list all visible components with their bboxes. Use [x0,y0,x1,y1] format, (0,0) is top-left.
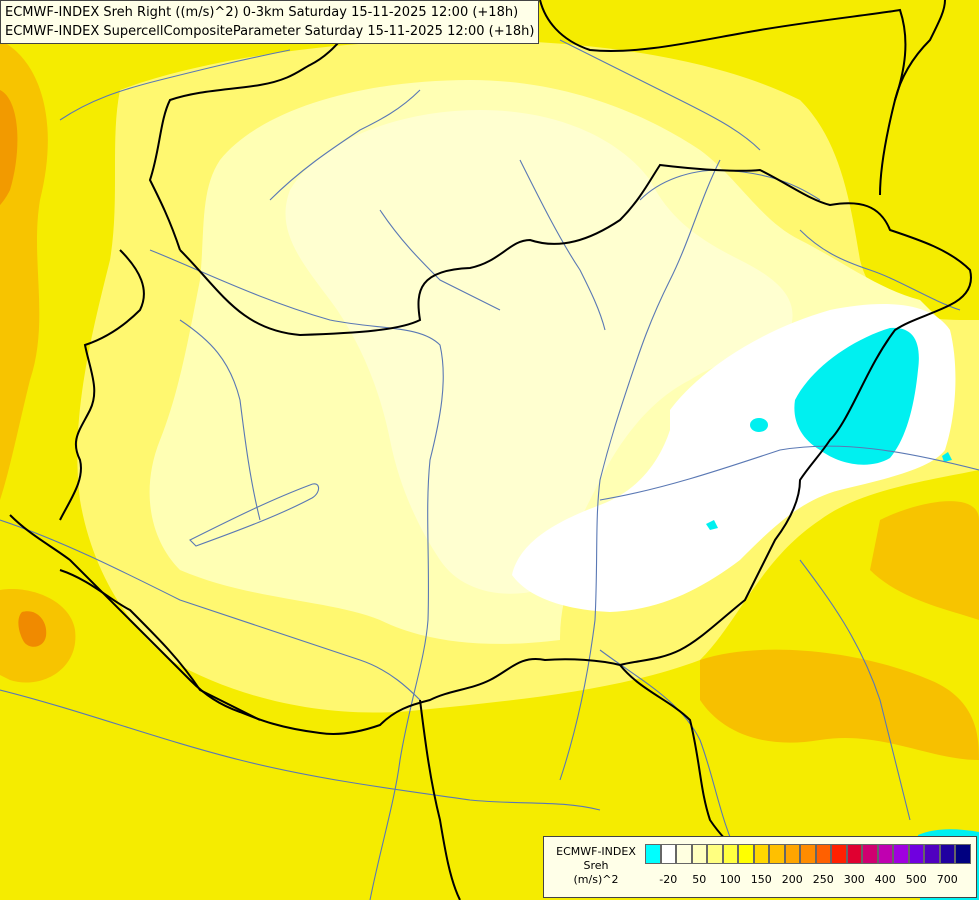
title-line-sreh: ECMWF-INDEX Sreh Right ((m/s)^2) 0-3km S… [5,5,519,20]
river-south-2 [799,559,911,821]
legend-swatch [707,844,723,864]
river-north-1 [269,89,421,201]
border-serbia [419,699,461,900]
legend-swatch [924,844,940,864]
legend-swatch [645,844,661,864]
legend-tick-label: 700 [936,873,958,886]
legend-swatch [831,844,847,864]
legend-tick-label: 300 [843,873,865,886]
river-tisza [559,159,721,781]
legend-tick-label: 50 [692,873,707,886]
river-north-3 [379,209,501,311]
legend-swatch [784,844,800,864]
legend-title-source: ECMWF-INDEX [556,845,636,858]
river-south-1 [599,649,741,861]
legend-swatch [676,844,692,864]
legend-swatch [691,844,707,864]
legend-swatch [769,844,785,864]
legend-swatch [908,844,924,864]
map-title-box: ECMWF-INDEX Sreh Right ((m/s)^2) 0-3km S… [0,0,540,44]
borders-layer [9,0,972,900]
cyan-spot-tiny [706,520,718,530]
legend-swatch [800,844,816,864]
legend-swatch [815,844,831,864]
legend-tick-label: 200 [781,873,803,886]
legend-swatch [738,844,754,864]
legend-ticks: -20 50 100 150 200 250 300 400 500 700 [645,873,975,889]
legend-tick-label: 100 [719,873,741,886]
color-legend: ECMWF-INDEX Sreh (m/s)^2 -20 50 100 150 200 2… [543,836,977,898]
legend-swatch [939,844,955,864]
legend-title-param: Sreh [583,859,609,872]
legend-swatch [893,844,909,864]
orange-region-southeast [700,649,979,760]
river-north-5 [59,49,291,121]
lake-balaton [189,483,320,547]
river-west-1 [179,319,261,521]
border-east-ukraine [894,0,946,101]
rivers-layer [0,39,979,900]
legend-title: ECMWF-INDEX Sreh (m/s)^2 [548,845,644,887]
legend-tick-label: 500 [905,873,927,886]
border-croatia-south [59,569,261,721]
cyan-spot-east [942,452,952,462]
dark-orange-spot-west [0,90,18,205]
river-north-6 [559,39,761,151]
river-mures [599,445,979,501]
legend-swatch [660,844,676,864]
orange-region-east [870,501,979,620]
legend-swatch [722,844,738,864]
river-drava [0,519,421,701]
legend-swatch [955,844,971,864]
legend-swatch [862,844,878,864]
legend-tick-label: 150 [750,873,772,886]
border-hungary [9,163,972,735]
legend-swatch [753,844,769,864]
title-line-scp: ECMWF-INDEX SupercellCompositeParameter … [5,24,535,39]
legend-tick-label: 250 [812,873,834,886]
legend-swatch [846,844,862,864]
border-slovakia-north [539,0,907,196]
river-north-2 [519,159,606,331]
river-sava [0,689,601,811]
legend-tick-label: -20 [659,873,678,886]
river-danube [149,249,444,900]
legend-tick-label: 400 [874,873,896,886]
border-west-slovenia [59,249,145,521]
cream-region [285,110,793,594]
legend-swatches [645,844,971,866]
dark-orange-spot-southwest [18,611,47,647]
cyan-spot-small [750,418,768,432]
river-east-1 [799,229,961,311]
legend-swatch [877,844,893,864]
legend-title-unit: (m/s)^2 [573,873,619,886]
